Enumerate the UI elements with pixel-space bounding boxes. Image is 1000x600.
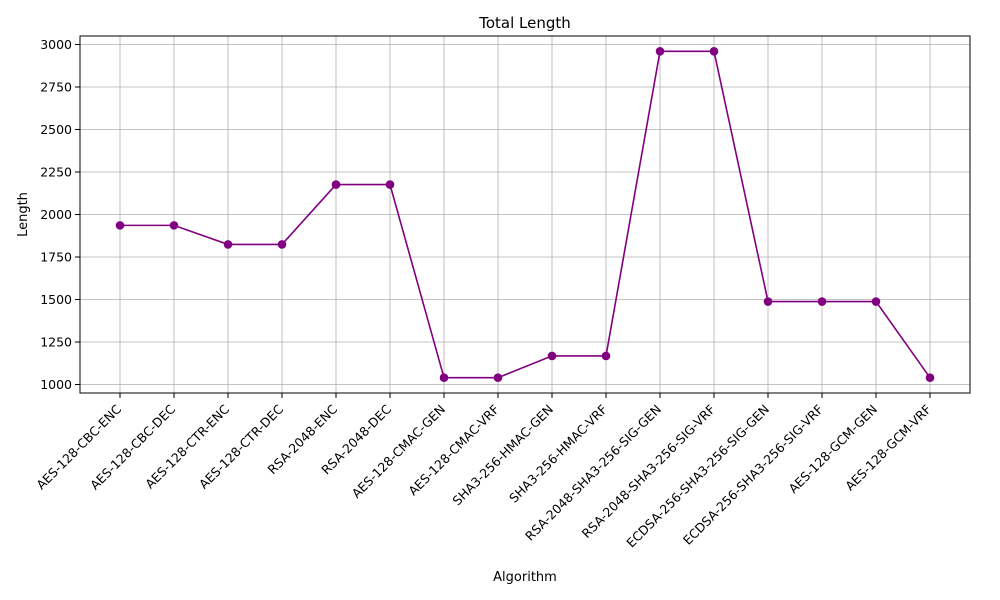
y-tick-label: 1000	[40, 377, 72, 392]
x-axis-ticks: AES-128-CBC-ENCAES-128-CBC-DECAES-128-CT…	[33, 393, 934, 550]
data-point	[655, 47, 665, 56]
data-point	[925, 373, 935, 383]
y-tick-label: 1750	[40, 250, 72, 265]
grid	[80, 36, 970, 393]
y-tick-label: 2500	[40, 122, 72, 137]
x-axis-label: Algorithm	[493, 570, 557, 585]
data-point	[331, 180, 341, 189]
data-point	[493, 373, 503, 383]
data-point	[277, 240, 287, 249]
y-tick-label: 2750	[40, 80, 72, 95]
y-tick-label: 2250	[40, 165, 72, 180]
y-axis-ticks: 1000 1250 1500 1750 2000 2250 2500 2750 3000	[40, 37, 80, 392]
y-tick-label: 2000	[40, 207, 72, 222]
series-total-length	[115, 47, 935, 383]
data-point	[763, 297, 773, 306]
x-tick-label: AES-128-CMAC-GEN	[349, 402, 449, 502]
y-tick-label: 1500	[40, 292, 72, 307]
data-point	[871, 297, 881, 306]
data-point	[547, 351, 557, 361]
x-tick-label: AES-128-GCM-GEN	[785, 402, 880, 497]
data-point	[817, 297, 827, 306]
data-point	[169, 221, 179, 230]
chart-title: Total Length	[478, 14, 571, 32]
x-tick-label: SHA3-256-HMAC-VRF	[506, 402, 610, 506]
data-point	[439, 373, 449, 383]
data-point	[709, 47, 719, 56]
series-line	[120, 50, 931, 379]
y-tick-label: 3000	[40, 37, 72, 52]
x-tick-label: SHA3-256-HMAC-GEN	[449, 402, 556, 509]
data-point	[223, 240, 233, 249]
y-axis-label: Length	[16, 192, 31, 237]
data-point	[115, 221, 125, 230]
data-point	[601, 351, 611, 361]
y-tick-label: 1250	[40, 335, 72, 350]
x-tick-label: AES-128-CMAC-VRF	[405, 402, 502, 499]
data-point	[385, 180, 395, 189]
